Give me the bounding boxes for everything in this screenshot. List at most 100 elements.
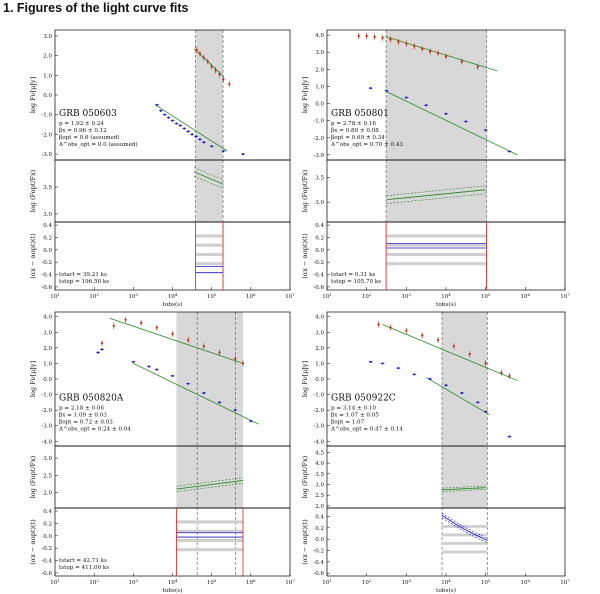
alpha-reference-band [195,234,224,238]
alpha-y-tick-label: -0.2 [41,260,52,266]
optical-point [389,326,392,329]
alpha-y-tick-label: 0.2 [43,521,52,527]
x-tick-label: 102 [89,292,99,300]
flux-y-axis-label: log Fν[μJy] [29,77,37,113]
x-tick-label: 101 [50,578,60,586]
xray-point [183,127,186,130]
xray-point [444,112,448,115]
fit-param: A^obs_opt = 0.70 ± 0.43 [330,141,403,148]
flux-y-tick-label: -1.0 [313,119,324,125]
optical-point [377,323,380,326]
optical-point [381,36,384,39]
x-tick-label: 106 [246,292,256,300]
flux-y-tick-label: 3.0 [43,34,52,40]
optical-point [484,362,487,365]
flux-y-tick-label: -3.0 [313,153,324,159]
optical-point [397,40,400,44]
optical-fit-line [109,317,244,364]
optical-point [210,65,213,68]
optical-point [421,47,424,50]
alpha-reference-band [176,529,243,533]
ratio-panel-frame [54,159,291,223]
alpha-reference-band [176,548,243,552]
alpha-reference-band [386,252,487,256]
x-tick-label: 107 [560,578,570,586]
x-tick-label: 104 [441,292,451,300]
alpha-y-tick-label: -0.2 [41,546,52,552]
ratio-y-tick-label: 4.0 [315,461,324,467]
flux-y-tick-label: 3.0 [43,330,52,336]
xray-point [222,150,225,153]
grb-name: GRB 050801 [331,109,389,119]
xray-point [155,368,158,371]
fit-window-shade [195,160,224,222]
optical-point [500,371,503,374]
x-tick-label: 106 [521,578,531,586]
x-axis-label: tobs(s) [436,587,456,594]
light-curve-figure-1: 3.0 2.0 1.0 0.0 -1.0 -2.0 -3.0 GRB 050603 p = 1.… [29,29,295,308]
alpha-reference-band [386,262,487,266]
optical-point [228,83,231,86]
alpha-y-axis-label: (αx − αopt)(t) [301,519,309,565]
fit-param: A^obs_opt = 0.47 ± 0.14 [330,425,403,432]
ratio-fit-curve [442,485,486,489]
time-range-label: tstop = 196.50 ks [59,279,109,285]
xray-fit-line [386,91,518,156]
flux-y-tick-label: 0.0 [315,377,324,383]
fit-param: p = 2.78 ± 0.16 [331,121,376,127]
optical-point [218,351,221,354]
x-tick-label: 102 [362,578,372,586]
ratio-y-tick-label: 3.5 [315,472,324,478]
x-tick-label: 107 [285,292,295,300]
xray-point [369,360,372,363]
ratio-y-tick-label: 4.5 [315,450,324,456]
fit-window-shade [442,446,488,508]
xray-point [159,109,162,112]
x-tick-label: 103 [129,578,139,586]
optical-point [171,332,174,335]
optical-point [187,338,190,342]
xray-point [100,348,104,351]
x-tick-label: 105 [481,292,491,300]
alpha-y-tick-label: -0.6 [41,285,52,291]
alpha-reference-band [442,533,488,537]
flux-y-tick-label: 2.0 [315,346,324,352]
alpha-reference-band [176,538,243,542]
alpha-y-tick-label: -0.4 [313,273,324,279]
x-tick-label: 103 [402,578,412,586]
flux-y-tick-label: 0.0 [315,102,324,108]
flux-y-tick-label: 0.0 [43,377,52,383]
optical-fit-line [386,36,498,72]
flux-y-tick-label: 1.0 [315,361,324,367]
alpha-y-tick-label: 0.4 [43,509,52,515]
optical-point [476,65,479,68]
xray-point [175,122,178,125]
time-range-label: tstop = 105.70 ks [331,279,381,285]
xray-point [381,362,384,365]
optical-point [218,73,221,76]
grb-name: GRB 050820A [59,393,124,403]
optical-point [112,324,115,328]
flux-y-tick-label: 3.0 [315,50,324,56]
flux-y-tick-label: 0.0 [43,93,52,99]
fit-window-shade [386,30,487,160]
optical-point [100,342,104,345]
flux-y-axis-label: log Fν[μJy] [301,361,309,397]
x-tick-label: 101 [322,292,332,300]
light-curve-figure-3: 4.0 3.0 2.0 1.0 0.0 -1.0 -2.0 -3.0 -4.0 GRB 05082… [29,311,295,594]
ratio-y-tick-label: 3.0 [315,200,324,206]
alpha-y-tick-label: 0.0 [315,248,324,254]
flux-y-tick-label: -3.0 [41,152,52,158]
x-tick-label: 103 [129,292,139,300]
optical-point [206,60,209,63]
fit-window-shade [176,446,243,508]
flux-y-tick-label: -2.0 [41,408,52,414]
xray-point [425,104,428,107]
x-tick-label: 106 [246,578,256,586]
fit-param: βx = 0.96 ± 0.12 [59,128,107,134]
alpha-reference-band [442,542,488,545]
alpha-reference-band [442,525,488,528]
optical-point [214,69,217,72]
xray-point [167,116,170,119]
fit-param: p = 3.14 ± 0.10 [331,405,376,411]
